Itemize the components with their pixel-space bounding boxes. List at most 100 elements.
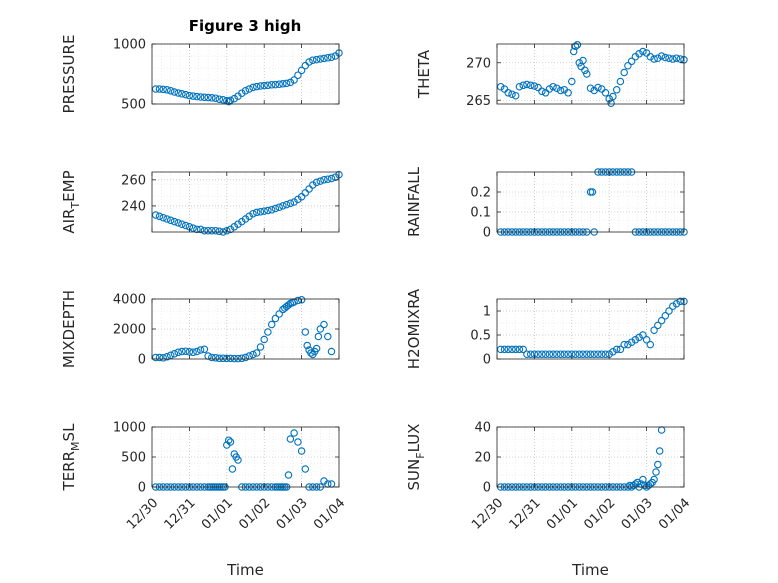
- data-point: [249, 350, 257, 359]
- data-point: [193, 92, 201, 101]
- data-point: [549, 350, 557, 358]
- y-axis-label: AIRTEMP: [60, 170, 82, 233]
- data-point: [211, 226, 220, 235]
- data-point: [575, 350, 584, 358]
- data-point: [324, 54, 332, 62]
- data-point: [553, 350, 561, 358]
- y-tick-label: 0: [483, 481, 491, 496]
- data-point: [307, 349, 315, 357]
- axes-box: [151, 43, 340, 105]
- y-axis-label: MIXDEPTH: [60, 290, 78, 368]
- data-point: [515, 82, 524, 91]
- data-point: [504, 345, 512, 354]
- data-point: [654, 460, 662, 469]
- data-point: [553, 84, 561, 92]
- data-point: [271, 204, 280, 213]
- data-point: [196, 93, 205, 101]
- data-point: [189, 224, 197, 232]
- data-point: [661, 53, 670, 62]
- data-point: [215, 95, 224, 103]
- data-point: [226, 354, 235, 363]
- data-point: [500, 345, 509, 354]
- data-point: [204, 226, 212, 235]
- y-tick-label: 1000: [113, 421, 146, 436]
- data-point: [609, 92, 617, 101]
- y-tick-label: 270: [466, 56, 491, 71]
- data-point: [174, 89, 182, 97]
- data-point: [211, 94, 220, 102]
- data-point: [166, 216, 175, 225]
- data-point: [508, 90, 516, 98]
- data-point: [260, 207, 268, 215]
- data-point: [579, 56, 587, 65]
- data-point: [590, 350, 598, 358]
- data-point: [530, 82, 539, 90]
- data-point: [320, 176, 328, 184]
- data-point: [581, 66, 589, 75]
- data-point: [234, 456, 242, 464]
- data-point: [616, 345, 625, 354]
- data-point: [204, 93, 212, 102]
- data-point: [241, 353, 250, 362]
- data-point: [215, 227, 224, 236]
- data-point: [189, 348, 197, 357]
- subplot-2: 265 270 THETA: [415, 41, 688, 109]
- data-point: [271, 314, 280, 323]
- data-point: [178, 347, 186, 356]
- data-point: [301, 465, 310, 473]
- data-point: [290, 198, 298, 206]
- y-axis-label: PRESSURE: [60, 35, 78, 114]
- y-tick-label: 0.5: [470, 329, 491, 344]
- data-point: [545, 85, 554, 93]
- data-point: [655, 447, 664, 455]
- y-tick-label: 265: [466, 94, 491, 109]
- data-point: [616, 77, 625, 86]
- y-tick-label: 20: [474, 451, 491, 466]
- data-point: [193, 225, 201, 234]
- data-point: [159, 213, 167, 222]
- y-tick-label: 2000: [113, 323, 146, 338]
- data-point: [624, 61, 632, 70]
- data-point: [556, 350, 565, 358]
- data-point: [200, 226, 209, 235]
- data-point: [155, 212, 164, 221]
- y-tick-label: 0.2: [470, 186, 491, 201]
- data-point: [538, 350, 546, 358]
- data-point: [657, 52, 666, 60]
- subplot-5: 0 2000 4000 MIXDEPTH: [60, 290, 340, 368]
- data-point: [166, 351, 175, 360]
- data-point: [249, 83, 257, 92]
- data-point: [665, 54, 673, 62]
- data-point: [185, 348, 194, 356]
- data-point: [672, 54, 681, 62]
- data-point: [586, 350, 595, 358]
- subplot-3: 240 260 AIRTEMP: [60, 170, 343, 236]
- data-point: [297, 447, 306, 455]
- data-point: [151, 211, 160, 219]
- axes-box: [151, 171, 340, 233]
- data-point: [264, 206, 272, 215]
- data-point: [511, 345, 520, 354]
- data-point: [230, 94, 239, 103]
- y-axis-label: SUNFLUX: [405, 424, 427, 491]
- data-point: [297, 66, 306, 75]
- data-point: [151, 353, 160, 362]
- data-point: [275, 310, 283, 318]
- data-point: [496, 82, 505, 91]
- y-axis-label: H2OMIXRA: [405, 288, 423, 369]
- data-point: [620, 68, 628, 77]
- data-point: [534, 350, 542, 358]
- axes-box: [496, 43, 685, 105]
- data-point: [174, 348, 182, 357]
- data-point: [224, 436, 233, 444]
- data-point: [208, 94, 216, 102]
- data-point: [560, 350, 569, 358]
- data-point: [607, 99, 615, 107]
- data-point: [163, 86, 171, 94]
- data-point: [297, 193, 306, 201]
- data-point: [312, 55, 321, 64]
- data-point: [193, 347, 201, 356]
- data-point: [620, 340, 628, 349]
- data-point: [571, 42, 580, 51]
